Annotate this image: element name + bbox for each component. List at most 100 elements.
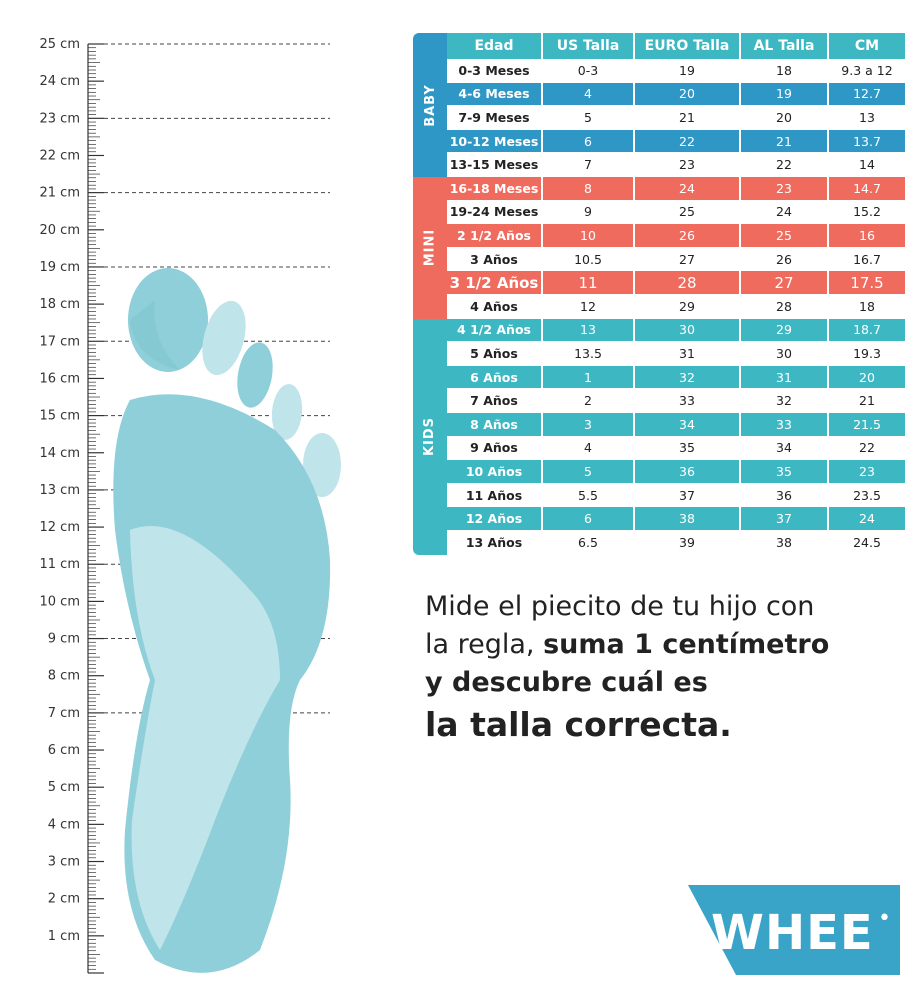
- size-cell: 22: [635, 129, 741, 153]
- size-cell: 18.7: [829, 318, 905, 342]
- group-label-kids: KIDS: [413, 318, 447, 555]
- ruler-label: 2 cm: [48, 892, 80, 907]
- age-cell: 6 Años: [447, 365, 543, 389]
- size-cell: 2: [543, 389, 635, 412]
- table-row: 13-15 Meses 7 23 22 14: [447, 153, 905, 176]
- table-row: 4 1/2 Años 13 30 29 18.7: [447, 318, 905, 342]
- age-cell: 10 Años: [447, 460, 543, 483]
- age-cell: 5 Años: [447, 342, 543, 365]
- size-cell: 13: [859, 109, 875, 125]
- size-cell: 0-3: [543, 59, 635, 82]
- fourth-toe: [271, 384, 303, 440]
- size-cell: 9.3 a 12: [841, 62, 893, 78]
- size-cell: 36: [741, 483, 829, 507]
- ruler-label: 21 cm: [40, 186, 81, 201]
- size-table: Edad US Talla EURO Talla AL Talla CM 0-3 Mese…: [413, 33, 905, 555]
- age-cell: 0-3 Meses: [447, 59, 543, 82]
- size-cell: 10.5: [543, 247, 635, 271]
- ruler-label: 12 cm: [40, 520, 81, 535]
- size-cell: 28: [635, 271, 741, 294]
- age-cell: 3 Años: [447, 247, 543, 271]
- ruler-label: 16 cm: [40, 371, 81, 386]
- table-header-cell: Edad: [447, 33, 543, 59]
- size-cell: 19: [741, 82, 829, 106]
- size-cell: 21: [635, 106, 741, 129]
- ruler-label: 18 cm: [40, 297, 81, 312]
- third-toe: [237, 342, 273, 408]
- size-cell: 12.7: [829, 82, 905, 106]
- size-cell: 24.5: [853, 534, 881, 550]
- size-cell: 38: [741, 531, 829, 554]
- table-row: 2 1/2 Años 10 26 25 16: [447, 224, 905, 247]
- ruler-label: 20 cm: [40, 223, 81, 238]
- size-cell: 9: [543, 200, 635, 224]
- size-cell: 12: [543, 295, 635, 318]
- size-cell: 20: [741, 106, 829, 129]
- size-cell: 5.5: [543, 483, 635, 507]
- table-row: 9 Años 4 35 34 22: [447, 436, 905, 460]
- size-cell: 24: [635, 177, 741, 200]
- size-cell: 30: [741, 342, 829, 365]
- ruler-label: 13 cm: [40, 483, 81, 498]
- size-cell: 16: [829, 224, 905, 247]
- age-cell: 3 1/2 Años: [447, 271, 543, 294]
- size-cell: 27: [741, 271, 829, 294]
- size-cell: 30: [635, 318, 741, 342]
- size-cell: 22: [741, 153, 829, 176]
- size-cell: 8: [543, 177, 635, 200]
- size-cell: 29: [635, 295, 741, 318]
- ruler-label: 14 cm: [40, 446, 81, 461]
- ruler-label: 25 cm: [40, 37, 81, 52]
- ruler-label: 9 cm: [48, 632, 80, 647]
- ruler-label: 10 cm: [40, 594, 81, 609]
- size-cell: 24: [829, 507, 905, 530]
- table-row: 7 Años 2 33 32 21: [447, 389, 905, 412]
- size-cell: 19: [635, 59, 741, 82]
- size-cell: 22: [859, 440, 875, 456]
- size-cell: 20: [635, 82, 741, 106]
- ruler-label: 22 cm: [40, 148, 81, 163]
- age-cell: 13 Años: [447, 531, 543, 554]
- age-cell: 12 Años: [447, 507, 543, 530]
- size-cell: 13.5: [543, 342, 635, 365]
- table-row: 5 Años 13.5 31 30 19.3: [447, 342, 905, 365]
- size-cell: 14.7: [829, 177, 905, 200]
- size-cell: 26: [635, 224, 741, 247]
- fifth-toe: [303, 433, 341, 497]
- size-cell: 23.5: [853, 487, 881, 503]
- table-header-cell: AL Talla: [741, 33, 829, 59]
- ruler-label: 5 cm: [48, 780, 80, 795]
- table-row: 19-24 Meses 9 25 24 15.2: [447, 200, 905, 224]
- size-cell: 18: [859, 298, 875, 314]
- age-cell: 8 Años: [447, 413, 543, 436]
- table-row: 16-18 Meses 8 24 23 14.7: [447, 177, 905, 200]
- foot-illustration: [113, 268, 341, 973]
- ruler-label: 6 cm: [48, 743, 80, 758]
- size-cell: 14: [859, 157, 875, 173]
- age-cell: 4 1/2 Años: [447, 318, 543, 342]
- size-cell: 21: [741, 129, 829, 153]
- size-cell: 1: [543, 365, 635, 389]
- size-cell: 32: [741, 389, 829, 412]
- age-cell: 16-18 Meses: [447, 177, 543, 200]
- size-cell: 7: [543, 153, 635, 176]
- size-cell: 28: [741, 295, 829, 318]
- table-row: 8 Años 3 34 33 21.5: [447, 413, 905, 436]
- second-toe: [202, 300, 246, 376]
- size-cell: 29: [741, 318, 829, 342]
- size-cell: 23: [741, 177, 829, 200]
- size-cell: 21.5: [829, 413, 905, 436]
- size-cell: 17.5: [829, 271, 905, 294]
- group-label-baby: BABY: [413, 33, 447, 177]
- age-cell: 4 Años: [447, 295, 543, 318]
- table-row: 6 Años 1 32 31 20: [447, 365, 905, 389]
- size-cell: 11: [543, 271, 635, 294]
- age-cell: 4-6 Meses: [447, 82, 543, 106]
- size-cell: 33: [635, 389, 741, 412]
- size-cell: 5: [543, 106, 635, 129]
- size-cell: 34: [635, 413, 741, 436]
- whee-logo: WHEE •: [688, 885, 900, 975]
- ruler-label: 23 cm: [40, 111, 81, 126]
- age-cell: 7 Años: [447, 389, 543, 412]
- table-header-cell: EURO Talla: [635, 33, 741, 59]
